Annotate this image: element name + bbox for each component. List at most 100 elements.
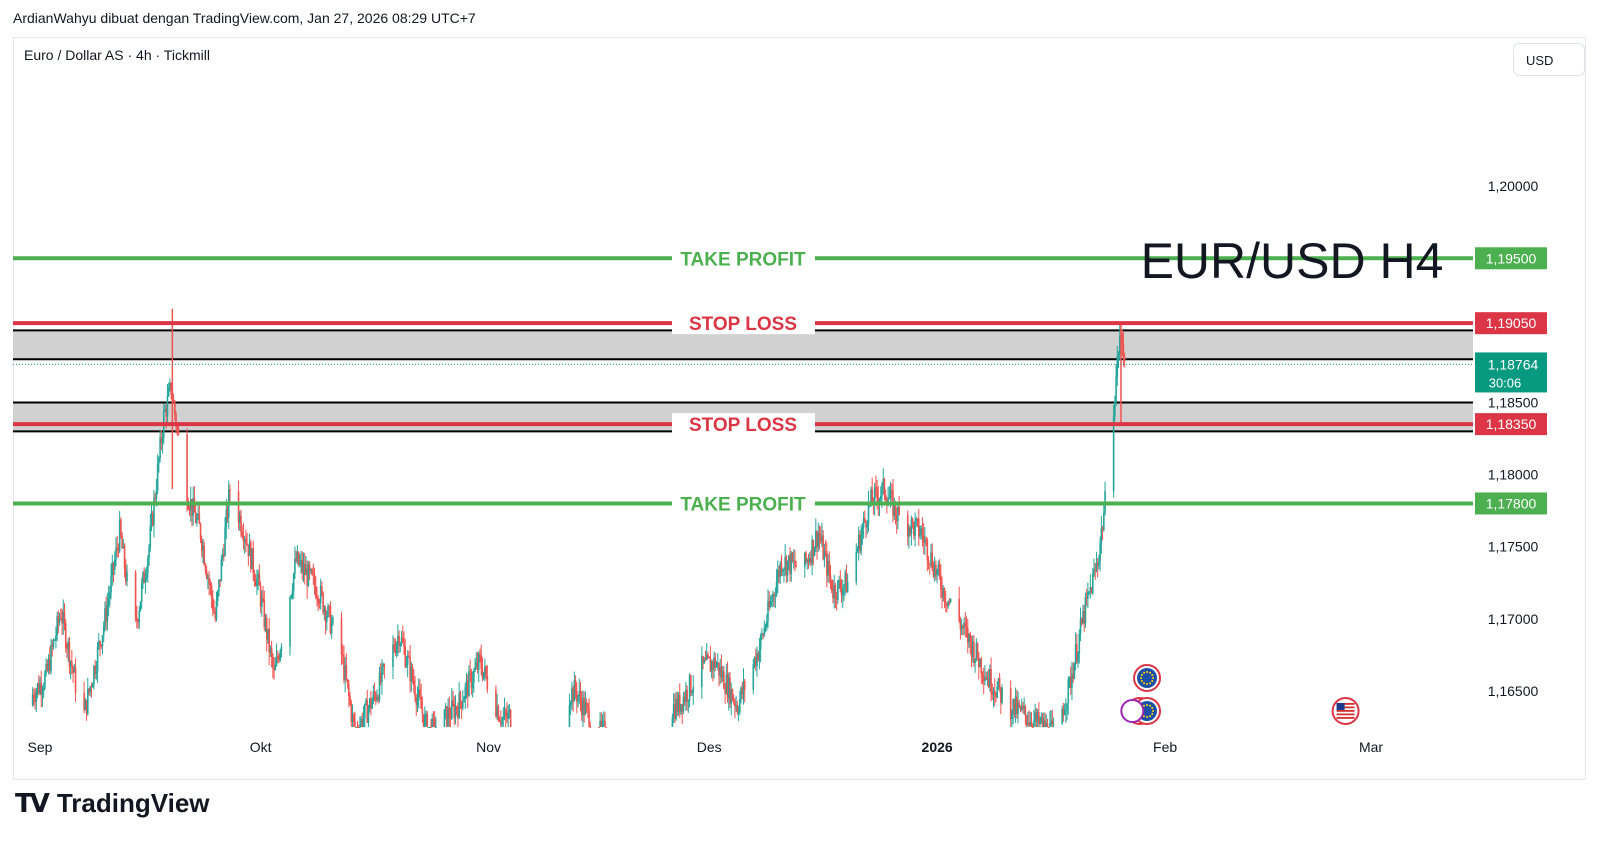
candle-body: [1030, 722, 1033, 727]
candle-body: [191, 499, 193, 516]
tradingview-logo[interactable]: TV TradingView: [15, 788, 210, 819]
candle-body: [464, 686, 467, 699]
candle-body: [155, 490, 158, 499]
candle-body: [873, 487, 876, 506]
candle-body: [774, 595, 777, 597]
tradingview-logo-icon: TV: [15, 788, 50, 819]
candle-body: [759, 635, 762, 650]
us-flag-icon[interactable]: [1331, 697, 1360, 725]
event-icon[interactable]: [1120, 699, 1145, 723]
candle-body: [807, 559, 810, 563]
candle-body: [742, 681, 745, 695]
candle-body: [205, 570, 208, 579]
candle-body: [944, 602, 947, 604]
candle-body: [376, 697, 378, 701]
candle-body: [1034, 712, 1036, 721]
candle-body: [1036, 712, 1039, 722]
candle-body: [964, 622, 967, 627]
currency-button[interactable]: USD: [1513, 43, 1585, 76]
candle-body: [1020, 705, 1023, 710]
candle-body: [105, 608, 107, 622]
candle-body: [829, 574, 832, 580]
candle-body: [997, 678, 1000, 687]
candle-body: [832, 591, 834, 599]
candle-body: [968, 633, 970, 643]
candle-body: [110, 575, 112, 593]
candle-body: [861, 527, 864, 535]
candle-body: [170, 382, 172, 395]
candle-body: [582, 697, 584, 716]
candle-body: [938, 564, 941, 575]
candle-body: [398, 636, 400, 647]
candle-body: [1044, 720, 1046, 727]
candle-body: [413, 680, 415, 686]
candle-body: [291, 590, 294, 596]
candle-body: [153, 497, 155, 526]
candle-body: [1103, 512, 1105, 531]
candle-body: [710, 661, 713, 672]
candle-body: [225, 509, 228, 528]
candle-body: [1001, 688, 1003, 703]
candle-body: [263, 599, 266, 628]
candle-body: [229, 489, 231, 492]
candle-body: [823, 551, 826, 560]
candle-body: [303, 564, 306, 576]
candle-body: [471, 682, 474, 689]
candle-body: [571, 688, 573, 704]
candle-body: [465, 680, 468, 687]
candle-body: [459, 692, 462, 702]
candle-body: [256, 578, 258, 587]
candle-body: [580, 701, 583, 716]
candle-body: [258, 573, 261, 586]
candle-body: [101, 635, 104, 647]
us-flag-stripe: [1336, 710, 1355, 712]
candle-body: [720, 666, 723, 678]
candle-body: [680, 704, 682, 713]
candle-body: [259, 585, 262, 607]
candle-body: [96, 646, 99, 671]
candle-body: [578, 691, 581, 697]
symbol-title[interactable]: Euro / Dollar AS · 4h · Tickmill: [24, 47, 210, 63]
candle-body: [404, 646, 407, 667]
candle-body: [778, 570, 780, 577]
candle-body: [55, 635, 57, 640]
candle-body: [106, 604, 109, 622]
candle-body: [1047, 727, 1050, 728]
candle-body: [84, 699, 87, 711]
candle-body: [1085, 597, 1088, 599]
eu-flag-icon[interactable]: [1133, 664, 1162, 692]
candle-body: [1000, 687, 1002, 703]
candle-body: [473, 670, 475, 683]
candle-body: [1013, 699, 1016, 715]
level-label-bg: [672, 413, 815, 436]
candle-body: [843, 585, 845, 590]
candle-body: [213, 610, 215, 613]
candle-body: [323, 608, 326, 613]
candle-body: [1076, 644, 1078, 662]
candle-body: [425, 713, 427, 715]
candle-body: [496, 706, 498, 717]
candle-body: [421, 708, 424, 715]
eu-flag-star: [1143, 682, 1146, 685]
candle-body: [974, 658, 976, 663]
candle-body: [584, 702, 587, 715]
us-flag-stripe: [1336, 713, 1355, 716]
candle-body: [237, 491, 240, 523]
candle-body: [52, 640, 55, 647]
candle-body: [248, 541, 251, 557]
candle-body: [177, 428, 180, 435]
candle-body: [392, 644, 394, 668]
candle-body: [865, 521, 867, 528]
candle-body: [147, 557, 149, 574]
candle-body: [574, 680, 577, 692]
candle-body: [414, 685, 416, 698]
candle-body: [794, 560, 796, 566]
eu-flag-field: [1137, 668, 1158, 688]
candle-body: [122, 545, 125, 549]
x-tick-label: Des: [697, 739, 722, 755]
candle-body: [139, 601, 142, 611]
candle-body: [60, 618, 62, 620]
candle-body: [1074, 644, 1077, 664]
candle-body: [724, 688, 726, 694]
